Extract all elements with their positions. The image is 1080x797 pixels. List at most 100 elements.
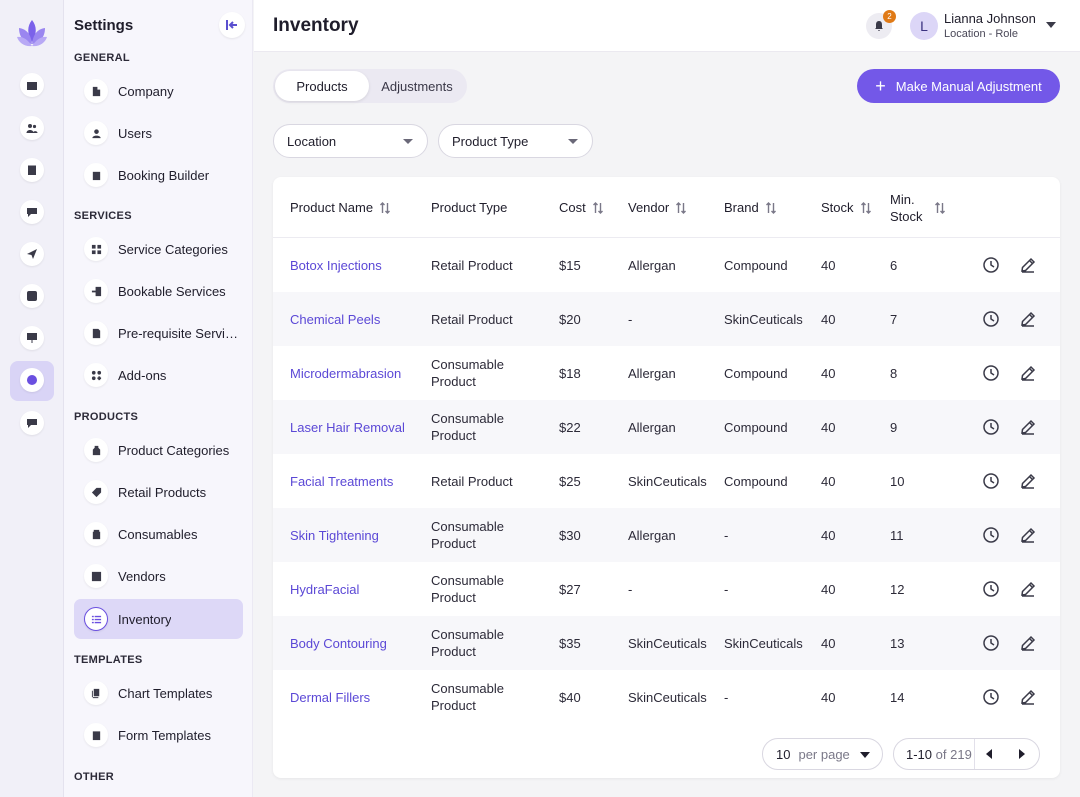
rail-button-presentation[interactable]	[20, 326, 44, 350]
sidebar-item-service-categories[interactable]: Service Categories	[74, 229, 243, 269]
sidebar-item-inventory[interactable]: Inventory	[74, 599, 243, 639]
column-header-brand[interactable]: Brand	[724, 200, 777, 215]
next-page-icon[interactable]	[1019, 749, 1025, 759]
tag-icon	[84, 480, 108, 504]
product-name-link[interactable]: HydraFacial	[290, 581, 360, 597]
edit-pencil-icon[interactable]	[1019, 526, 1037, 544]
edit-pencil-icon[interactable]	[1019, 580, 1037, 598]
tab-products[interactable]: Products	[275, 71, 369, 101]
cost-cell: $27	[559, 581, 581, 597]
addons-grid-icon	[84, 363, 108, 387]
edit-pencil-icon[interactable]	[1019, 310, 1037, 328]
column-header-product-name[interactable]: Product Name	[290, 200, 391, 215]
column-header-stock[interactable]: Stock	[821, 200, 872, 215]
user-name[interactable]: Lianna Johnson	[944, 11, 1036, 26]
sidebar-item-label: Vendors	[118, 568, 166, 584]
cost-cell: $18	[559, 365, 581, 381]
sidebar-title: Settings	[74, 17, 134, 34]
collapse-sidebar-button[interactable]	[219, 12, 245, 38]
per-page-select[interactable]: 10 per page	[762, 738, 883, 770]
tab-adjustments[interactable]: Adjustments	[381, 78, 453, 94]
rail-button-users[interactable]	[20, 116, 44, 140]
history-clock-icon[interactable]	[982, 418, 1000, 436]
sidebar-item-booking-builder[interactable]: Booking Builder	[74, 155, 243, 195]
product-name-link[interactable]: Microdermabrasion	[290, 365, 402, 381]
stock-cell: 40	[821, 257, 836, 273]
rail-button-calendar[interactable]	[20, 73, 44, 97]
rail-button-clipboard[interactable]	[20, 158, 44, 182]
product-name-link[interactable]: Chemical Peels	[290, 311, 381, 327]
brand-cell: -	[724, 581, 729, 597]
product-name-link[interactable]: Body Contouring	[290, 635, 387, 651]
edit-pencil-icon[interactable]	[1019, 256, 1037, 274]
product-name-link[interactable]: Botox Injections	[290, 257, 382, 273]
min-stock-cell: 10	[890, 473, 905, 489]
chevron-down-icon	[568, 139, 578, 144]
column-header-min-stock[interactable]: Min. Stock	[890, 191, 946, 225]
rail-button-chat[interactable]	[20, 200, 44, 224]
sort-icon	[860, 201, 872, 214]
column-label: Min. Stock	[890, 192, 923, 224]
sidebar-item-vendors[interactable]: Vendors	[74, 556, 243, 596]
history-clock-icon[interactable]	[982, 364, 1000, 382]
user-menu-chevron-down-icon[interactable]	[1046, 22, 1056, 28]
edit-pencil-icon[interactable]	[1019, 472, 1037, 490]
history-clock-icon[interactable]	[982, 310, 1000, 328]
calendar-icon	[27, 80, 37, 90]
sidebar-item-bookable-services[interactable]: Bookable Services	[74, 271, 243, 311]
bell-icon	[875, 21, 883, 31]
column-label: Stock	[821, 200, 854, 215]
settings-sidebar: Settings GENERAL Company Users Booking B…	[64, 0, 253, 797]
sidebar-item-addons[interactable]: Add-ons	[74, 355, 243, 395]
sidebar-item-consumables[interactable]: Consumables	[74, 514, 243, 554]
stock-cell: 40	[821, 419, 836, 435]
product-type-filter[interactable]: Product Type	[438, 124, 593, 158]
sidebar-item-product-categories[interactable]: Product Categories	[74, 430, 243, 470]
cost-cell: $15	[559, 257, 581, 273]
history-clock-icon[interactable]	[982, 580, 1000, 598]
history-clock-icon[interactable]	[982, 472, 1000, 490]
product-name-link[interactable]: Facial Treatments	[290, 473, 394, 489]
checklist-icon	[84, 607, 108, 631]
history-clock-icon[interactable]	[982, 688, 1000, 706]
edit-pencil-icon[interactable]	[1019, 634, 1037, 652]
column-header-vendor[interactable]: Vendor	[628, 200, 687, 215]
notifications-button[interactable]	[866, 13, 892, 39]
make-manual-adjustment-button[interactable]: + Make Manual Adjustment	[857, 69, 1060, 103]
product-type-cell: Consumable Product	[431, 357, 504, 389]
product-type-cell: Retail Product	[431, 473, 513, 489]
edit-pencil-icon[interactable]	[1019, 418, 1037, 436]
location-filter[interactable]: Location	[273, 124, 428, 158]
rail-button-dollar[interactable]	[20, 284, 44, 308]
edit-pencil-icon[interactable]	[1019, 364, 1037, 382]
sidebar-item-retail-products[interactable]: Retail Products	[74, 472, 243, 512]
history-clock-icon[interactable]	[982, 634, 1000, 652]
top-header: Inventory 2 L Lianna Johnson Location - …	[254, 0, 1080, 52]
sidebar-item-form-templates[interactable]: Form Templates	[74, 715, 243, 755]
sidebar-item-chart-templates[interactable]: Chart Templates	[74, 673, 243, 713]
product-name-link[interactable]: Laser Hair Removal	[290, 419, 405, 435]
view-tabs: Products Adjustments	[273, 69, 467, 103]
rail-button-gear[interactable]	[20, 368, 44, 392]
column-header-cost[interactable]: Cost	[559, 200, 604, 215]
sidebar-item-company[interactable]: Company	[74, 71, 243, 111]
vendor-cell: -	[628, 581, 633, 597]
previous-page-icon[interactable]	[986, 749, 992, 759]
brand-cell: SkinCeuticals	[724, 635, 803, 651]
edit-pencil-icon[interactable]	[1019, 688, 1037, 706]
product-name-link[interactable]: Dermal Fillers	[290, 689, 371, 705]
sort-icon	[675, 201, 687, 214]
rail-button-feedback[interactable]	[20, 411, 44, 435]
vendor-cell: Allergan	[628, 257, 676, 273]
table-row: Chemical Peels Retail Product $20 - SkinCeut…	[273, 292, 1060, 346]
cost-cell: $25	[559, 473, 581, 489]
sidebar-item-users[interactable]: Users	[74, 113, 243, 153]
sidebar-item-prerequisite-services[interactable]: Pre-requisite Services	[74, 313, 243, 353]
product-name-link[interactable]: Skin Tightening	[290, 527, 379, 543]
avatar[interactable]: L	[910, 12, 938, 40]
document-icon	[84, 321, 108, 345]
history-clock-icon[interactable]	[982, 526, 1000, 544]
rail-button-send[interactable]	[20, 242, 44, 266]
history-clock-icon[interactable]	[982, 256, 1000, 274]
lotus-logo-icon	[17, 20, 47, 47]
